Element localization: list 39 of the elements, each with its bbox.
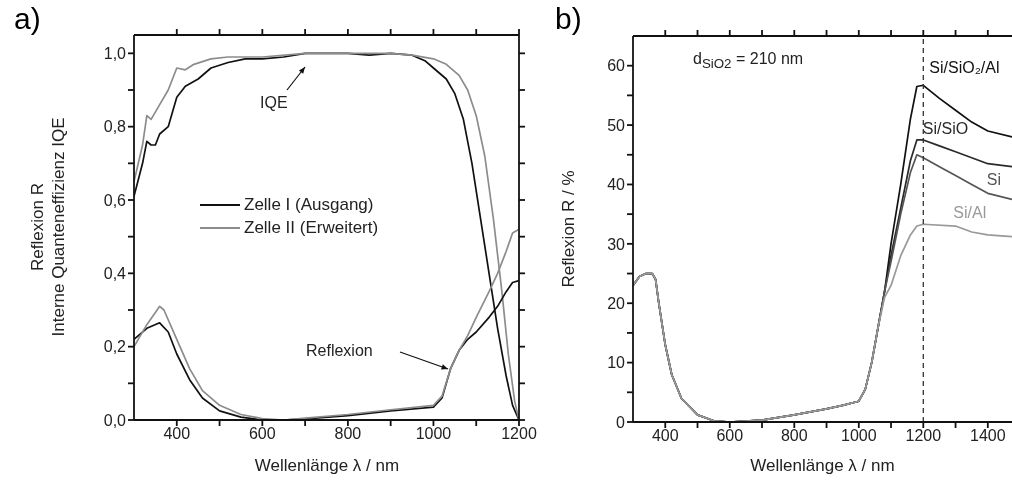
x-tick-label: 1000 <box>840 427 877 445</box>
series-label: Si/SiO₂/Al <box>929 59 1000 77</box>
series-label: Si/SiO <box>922 119 969 137</box>
chart-title: a) <box>14 2 41 36</box>
legend-label: Zelle I (Ausgang) <box>244 194 374 216</box>
x-tick-label: 800 <box>334 425 362 443</box>
y-tick-label: 0,2 <box>103 338 127 356</box>
y-tick-label: 0,6 <box>103 191 127 209</box>
y-tick-label: 0,8 <box>103 118 127 136</box>
annotation: Reflexion <box>306 342 373 360</box>
y-axis-title: Reflexion R / % <box>557 169 579 288</box>
y-tick-label: 60 <box>607 57 626 75</box>
series-label: Si <box>986 170 1002 188</box>
y-tick-label: 30 <box>607 235 626 253</box>
chart-title: b) <box>555 2 582 36</box>
y-axis-title: Reflexion R Interne Quanteneffizienz IQE <box>27 117 69 337</box>
x-axis-title: Wellenlänge λ / nm <box>749 456 896 476</box>
y-tick-label: 1,0 <box>103 45 127 63</box>
x-tick-label: 600 <box>716 427 744 445</box>
series-label: Si/Al <box>953 204 987 222</box>
x-tick-label: 800 <box>780 427 808 445</box>
x-tick-label: 1200 <box>501 425 537 443</box>
y-tick-label: 10 <box>607 354 626 372</box>
x-tick-label: 1200 <box>905 427 942 445</box>
legend-label: Zelle II (Erweitert) <box>244 217 379 239</box>
y-tick-label: 40 <box>607 176 626 194</box>
y-tick-label: 0 <box>616 413 626 431</box>
x-tick-label: 1400 <box>970 427 1006 445</box>
y-tick-label: 0,4 <box>103 265 127 283</box>
annotation: IQE <box>260 94 288 112</box>
x-tick-label: 400 <box>163 425 191 443</box>
y-tick-label: 20 <box>607 294 626 312</box>
x-axis-title: Wellenlänge λ / nm <box>253 456 401 476</box>
x-tick-label: 400 <box>651 427 679 445</box>
y-tick-label: 0,0 <box>103 411 127 429</box>
x-tick-label: 600 <box>248 425 276 443</box>
x-tick-label: 1000 <box>415 425 452 443</box>
y-tick-label: 50 <box>607 116 626 134</box>
annotation: d$_{SiO2}$ = 210 nm <box>693 50 804 72</box>
